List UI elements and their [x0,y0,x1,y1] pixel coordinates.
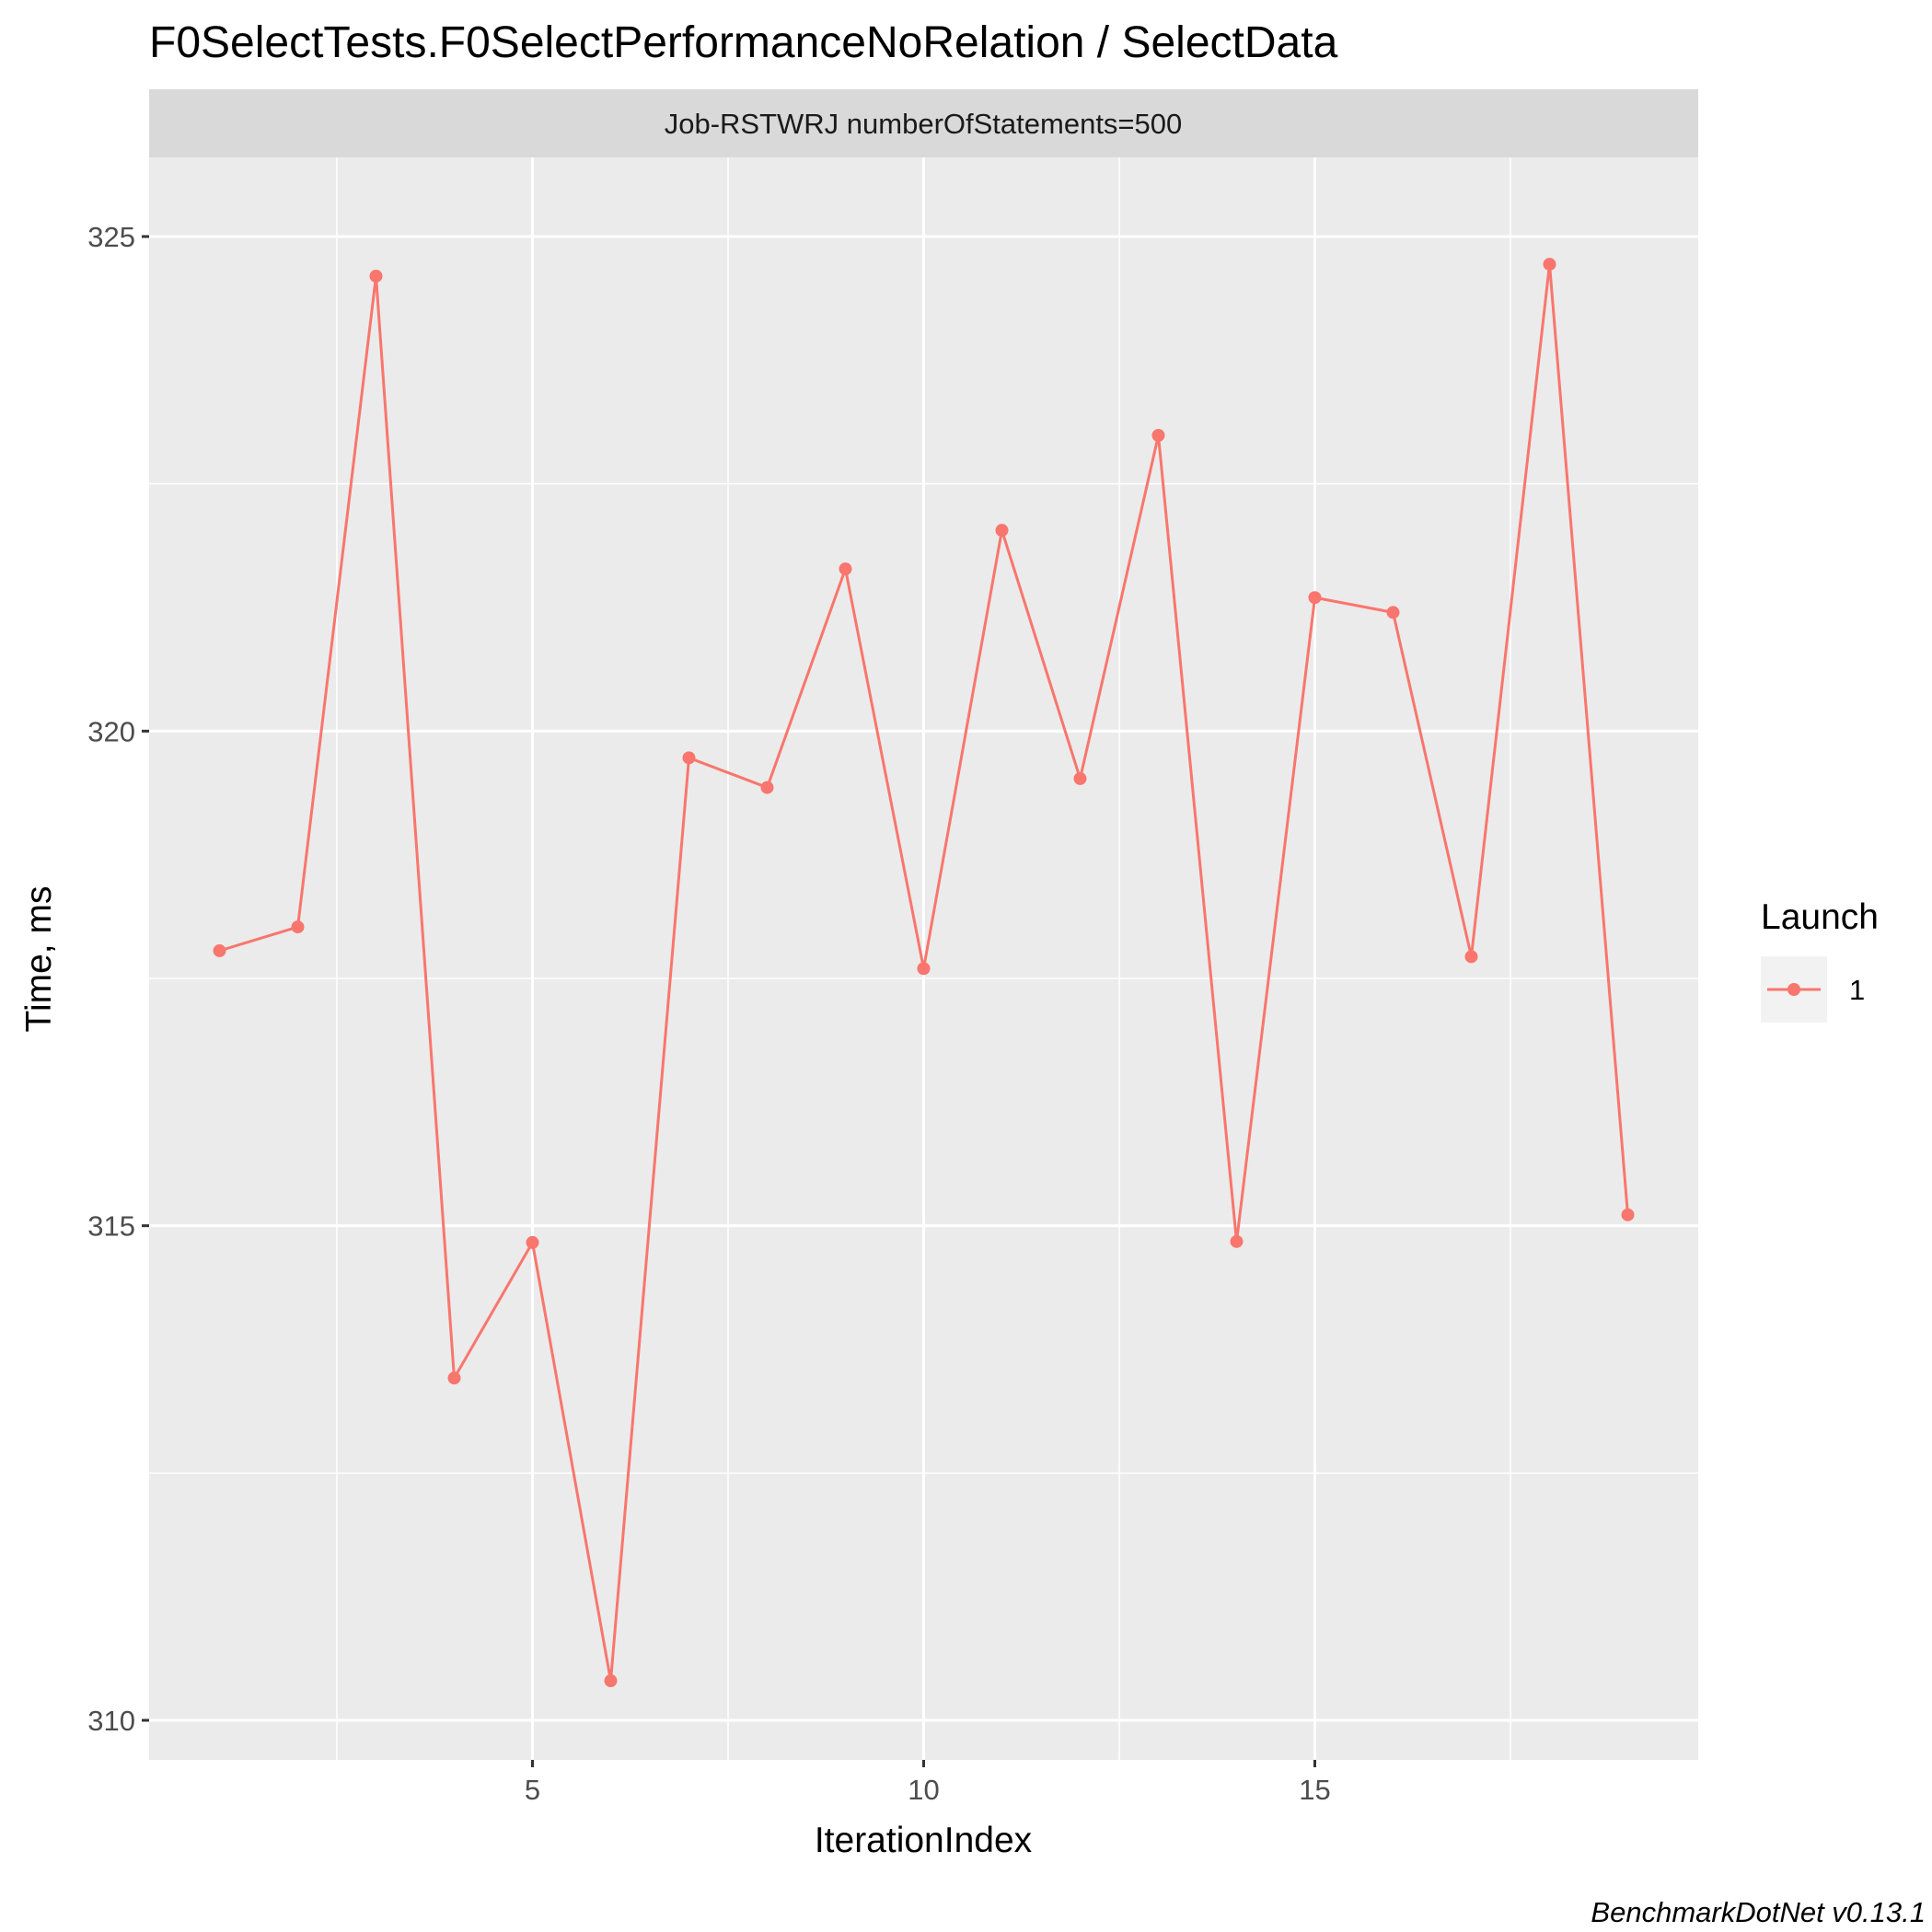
x-axis-title: IterationIndex [815,1821,1033,1860]
data-point [1151,428,1165,442]
data-point [369,269,383,283]
data-point [917,962,931,976]
data-point [1464,950,1478,964]
y-tick-label: 310 [87,1705,135,1737]
data-point [213,943,226,957]
data-point [291,920,305,934]
y-tick-label: 325 [87,221,135,253]
legend-title: Launch [1761,897,1879,937]
x-axis: 5 10 15 [525,1760,1331,1806]
y-axis-title: Time, ms [19,886,59,1033]
data-point [760,781,774,794]
data-point [604,1674,618,1688]
legend-key-point [1787,983,1800,996]
data-point [839,562,852,576]
x-tick-label: 10 [908,1774,939,1806]
facet-label: Job-RSTWRJ numberOfStatements=500 [665,108,1183,140]
data-point [447,1371,461,1385]
facet-strip [149,89,1698,157]
data-point [682,751,696,765]
data-point [1073,771,1087,785]
data-point [1621,1208,1635,1221]
y-tick-label: 320 [87,715,135,747]
data-point [1386,606,1400,619]
x-tick-label: 15 [1299,1774,1330,1806]
caption: BenchmarkDotNet v0.13.1 [1591,1896,1926,1928]
data-point [526,1235,539,1249]
legend: Launch 1 [1761,897,1879,1023]
data-point [995,524,1009,538]
data-point [1230,1234,1244,1248]
y-axis: 310 315 320 325 [87,221,149,1737]
chart-title: F0SelectTests.F0SelectPerformanceNoRelat… [149,18,1338,67]
y-tick-label: 315 [87,1210,135,1243]
legend-label: 1 [1849,974,1865,1006]
data-point [1543,258,1556,272]
data-point [1308,591,1322,605]
series-layer [213,258,1635,1688]
x-tick-label: 5 [525,1774,540,1806]
